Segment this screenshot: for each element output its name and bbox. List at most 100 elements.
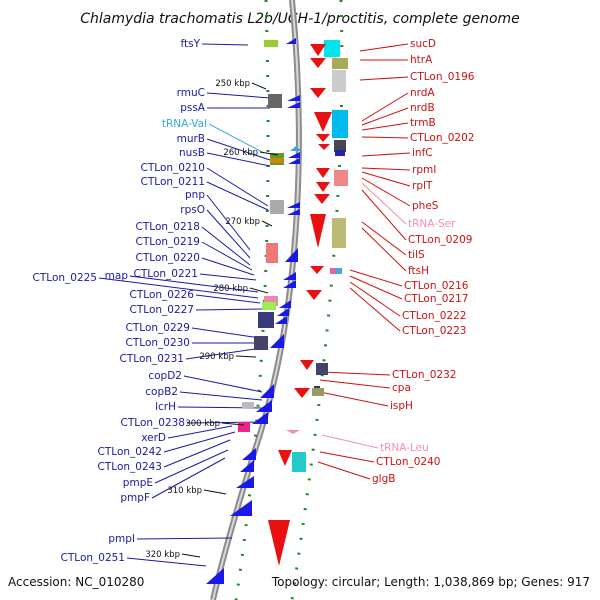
gene-label-ctlon-0196[interactable]: CTLon_0196	[410, 71, 475, 83]
gene-label-ctlon-0240[interactable]: CTLon_0240	[376, 456, 440, 468]
gene-arrow-3	[287, 102, 300, 108]
gene-block-18	[262, 302, 276, 310]
connector-ctlon-0231	[185, 347, 263, 360]
connector-ctlon-0216	[349, 269, 403, 287]
gene-arrow-11	[283, 280, 296, 288]
gene-label-phes[interactable]: pheS	[412, 200, 439, 212]
gene-label-rmuc[interactable]: rmuC	[177, 87, 205, 99]
gene-label-ftsh[interactable]: ftsH	[408, 265, 429, 277]
gene-arrow-27	[314, 112, 332, 132]
tick-label-280-kbp: 280 kbp	[213, 284, 248, 294]
connector-ctlon-0221	[199, 273, 257, 281]
gene-label-glgb[interactable]: glgB	[372, 473, 395, 485]
gene-label-trna-ser[interactable]: tRNA-Ser	[408, 218, 456, 230]
gene-label-copd2[interactable]: copD2	[148, 370, 182, 382]
gene-label-ctlon-0226[interactable]: CTLon_0226	[130, 289, 195, 301]
connector-pmpi	[136, 537, 233, 540]
gene-label-rpmi[interactable]: rpmI	[412, 164, 436, 176]
gene-label-ctlon-0251[interactable]: CTLon_0251	[61, 552, 125, 564]
gene-label-xerd[interactable]: xerD	[141, 432, 166, 444]
tick-mark-310-kbp	[203, 489, 227, 495]
gene-label-lcrh[interactable]: lcrH	[155, 401, 176, 413]
gene-label-infc[interactable]: infC	[412, 147, 433, 159]
gene-label-ctlon-0209[interactable]: CTLon_0209	[408, 234, 472, 246]
gene-label-trna-val[interactable]: tRNA-Val	[162, 118, 207, 130]
gene-label-nusb[interactable]: nusB	[179, 147, 205, 159]
tick-mark-250-kbp	[251, 82, 267, 90]
connector-phes	[361, 177, 411, 207]
gene-block-17	[264, 296, 278, 306]
gene-label-cpa[interactable]: cpa	[392, 382, 411, 394]
gene-arrow-30	[316, 168, 330, 178]
connector-rmuc	[206, 92, 271, 99]
gene-label-ctlon-0242[interactable]: CTLon_0242	[98, 446, 162, 458]
gene-label-murb[interactable]: murB	[177, 133, 205, 145]
gene-label-nrdb[interactable]: nrdB	[410, 102, 435, 114]
gene-label-isph[interactable]: ispH	[390, 400, 413, 412]
gene-label-nrda[interactable]: nrdA	[410, 87, 435, 99]
connector-ctlon-0219	[201, 241, 253, 271]
outer-dot-track	[290, 0, 344, 600]
gene-label-map[interactable]: map	[105, 270, 129, 282]
tick-label-300-kbp: 300 kbp	[185, 419, 220, 429]
gene-arrow-32	[314, 194, 330, 204]
gene-label-ftsy[interactable]: ftsY	[180, 38, 200, 50]
gene-label-htra[interactable]: htrA	[410, 54, 433, 66]
gene-label-pssa[interactable]: pssA	[180, 102, 206, 114]
gene-label-ctlon-0230[interactable]: CTLon_0230	[126, 337, 190, 349]
connector-ctlon-0196	[359, 76, 409, 81]
gene-label-ctlon-0217[interactable]: CTLon_0217	[404, 293, 468, 305]
gene-label-rplt[interactable]: rplT	[412, 180, 433, 192]
tick-mark-320-kbp	[181, 553, 201, 558]
gene-block-6	[332, 110, 348, 138]
connector-ctlon-0209	[361, 189, 407, 241]
gene-label-ctlon-0221[interactable]: CTLon_0221	[134, 268, 198, 280]
gene-label-ctlon-0218[interactable]: CTLon_0218	[136, 221, 200, 233]
connector-trmb	[361, 122, 409, 131]
gene-label-rpso[interactable]: rpsO	[180, 204, 205, 216]
gene-label-tils[interactable]: tilS	[408, 249, 425, 261]
gene-label-ctlon-0229[interactable]: CTLon_0229	[126, 322, 190, 334]
gene-arrow-35	[306, 290, 322, 300]
gene-arrow-31	[316, 182, 330, 192]
gene-block-26	[292, 452, 306, 472]
gene-label-pmpi[interactable]: pmpI	[108, 533, 135, 545]
gene-label-copb2[interactable]: copB2	[145, 386, 178, 398]
gene-label-ctlon-0211[interactable]: CTLon_0211	[141, 176, 205, 188]
gene-label-ctlon-0219[interactable]: CTLon_0219	[136, 236, 200, 248]
gene-label-ctlon-0222[interactable]: CTLon_0222	[402, 310, 466, 322]
connector-ctlon-0240	[319, 451, 375, 463]
gene-label-ctlon-0202[interactable]: CTLon_0202	[410, 132, 474, 144]
gene-label-trna-leu[interactable]: tRNA-Leu	[380, 442, 429, 454]
gene-block-20	[254, 336, 268, 350]
gene-label-ctlon-0227[interactable]: CTLon_0227	[130, 304, 194, 316]
gene-label-trmb[interactable]: trmB	[410, 117, 436, 129]
gene-label-ctlon-0210[interactable]: CTLon_0210	[141, 162, 205, 174]
gene-arrow-29	[318, 144, 330, 150]
gene-arrow-26	[310, 88, 326, 98]
gene-label-ctlon-0223[interactable]: CTLon_0223	[402, 325, 466, 337]
gene-label-ctlon-0220[interactable]: CTLon_0220	[136, 252, 200, 264]
right-gene-labels: sucD htrA CTLon_0196 nrdA nrdB trmB CTLon_0202…	[372, 38, 475, 485]
gene-label-pnp[interactable]: pnp	[185, 189, 205, 201]
gene-label-ctlon-0232[interactable]: CTLon_0232	[392, 369, 456, 381]
gene-label-ctlon-0231[interactable]: CTLon_0231	[120, 353, 184, 365]
gene-label-sucd[interactable]: sucD	[410, 38, 436, 50]
gene-label-ctlon-0243[interactable]: CTLon_0243	[98, 461, 162, 473]
gene-block-4	[332, 70, 346, 92]
gene-label-ctlon-0238[interactable]: CTLon_0238	[121, 417, 185, 429]
tick-label-260-kbp: 260 kbp	[223, 148, 258, 158]
connector-ctlon-0223	[349, 287, 401, 332]
gene-label-ctlon-0216[interactable]: CTLon_0216	[404, 280, 469, 292]
connector-xerd	[167, 425, 233, 439]
label-connectors	[98, 43, 411, 567]
connector-trna-leu	[321, 434, 379, 449]
gene-label-pmpe[interactable]: pmpE	[123, 477, 153, 489]
gene-label-ctlon-0225[interactable]: CTLon_0225	[33, 272, 97, 284]
connector-ctlon-0227	[195, 308, 263, 311]
connector-ctlon-0229	[191, 327, 261, 339]
gene-arrow-7	[287, 202, 300, 208]
gene-label-pmpf[interactable]: pmpF	[120, 492, 150, 504]
